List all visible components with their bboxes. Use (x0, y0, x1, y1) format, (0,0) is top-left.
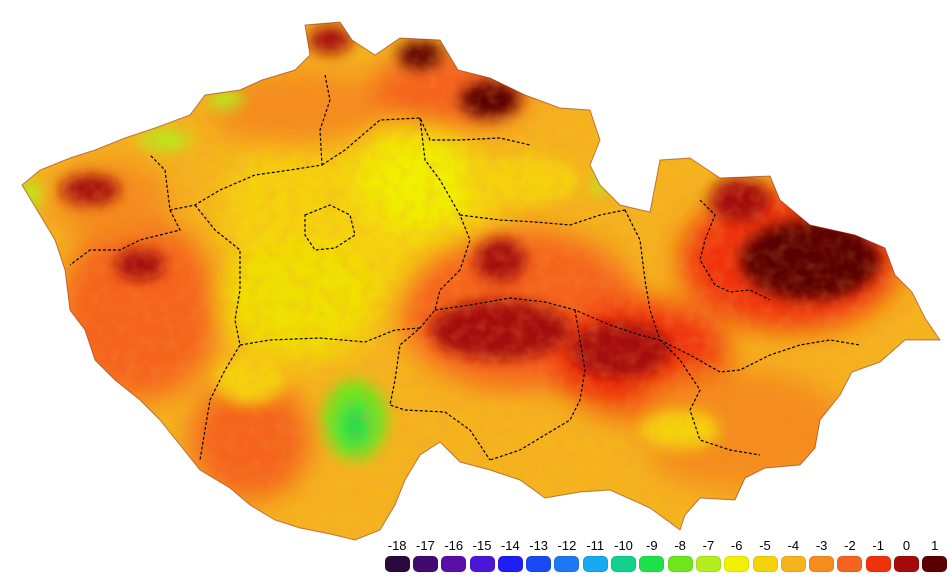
legend-item: -2 (836, 538, 864, 572)
boundary-line (194, 204, 421, 346)
boundary-line (321, 117, 531, 166)
legend-label: -12 (557, 538, 577, 553)
legend-item: -8 (666, 538, 694, 572)
legend-item: -5 (751, 538, 779, 572)
legend-item: -17 (411, 538, 439, 572)
legend-item: -11 (581, 538, 609, 572)
legend-swatch (441, 556, 467, 572)
legend-swatch (667, 556, 693, 572)
boundary-line (389, 269, 461, 413)
legend-swatch (412, 556, 438, 572)
legend-swatch (752, 556, 778, 572)
legend-item: -9 (638, 538, 666, 572)
boundary-line (699, 199, 771, 301)
legend-swatch (893, 556, 919, 572)
legend-swatch (639, 556, 665, 572)
legend-label: -13 (529, 538, 549, 553)
boundary-line (434, 297, 661, 341)
legend-swatch (922, 556, 948, 572)
legend-label: -3 (815, 538, 828, 553)
legend-label: -4 (787, 538, 800, 553)
legend-swatch (384, 556, 410, 572)
color-legend: -18 -17 -16 -15 -14 -13 -12 -11 -10 -9 -8 -7 -6 -5 -4-… (383, 538, 949, 572)
boundary-line (149, 74, 331, 211)
legend-swatch (526, 556, 552, 572)
legend-swatch (865, 556, 891, 572)
boundary-line (419, 117, 471, 271)
legend-label: -14 (500, 538, 520, 553)
legend-swatch (780, 556, 806, 572)
legend-swatch (497, 556, 523, 572)
legend-item: -7 (694, 538, 722, 572)
legend-item: -6 (723, 538, 751, 572)
legend-swatch (554, 556, 580, 572)
legend-swatch (611, 556, 637, 572)
legend-item: -18 (383, 538, 411, 572)
legend-item: -10 (609, 538, 637, 572)
legend-item: -1 (864, 538, 892, 572)
boundary-line (304, 204, 356, 251)
legend-swatch (469, 556, 495, 572)
region-boundaries (69, 74, 861, 461)
legend-label: -15 (472, 538, 492, 553)
legend-label: -1 (872, 538, 884, 553)
legend-label: -11 (586, 538, 605, 553)
legend-label: -9 (646, 538, 658, 553)
legend-swatch (695, 556, 721, 572)
legend-item: -3 (807, 538, 835, 572)
legend-item: -13 (524, 538, 552, 572)
legend-swatch (837, 556, 863, 572)
legend-swatch (724, 556, 750, 572)
legend-label: -2 (844, 538, 856, 553)
legend-label: -18 (387, 538, 407, 553)
legend-swatch (582, 556, 608, 572)
legend-item: -15 (468, 538, 496, 572)
legend-item: -4 (779, 538, 807, 572)
legend-label: -7 (702, 538, 715, 553)
boundary-line (624, 209, 761, 456)
legend-swatch (809, 556, 835, 572)
boundary-line (199, 344, 241, 461)
legend-item: 1 (921, 538, 949, 572)
legend-label: -6 (730, 538, 743, 553)
legend-label: -10 (614, 538, 633, 553)
legend-label: 1 (931, 538, 939, 553)
legend-label: -16 (444, 538, 464, 553)
legend-label: 0 (902, 538, 911, 553)
boundary-line (444, 411, 491, 461)
legend-label: -8 (674, 538, 686, 553)
legend-label: -5 (759, 538, 771, 553)
legend-item: -12 (553, 538, 581, 572)
boundary-line (489, 309, 586, 461)
legend-item: -14 (496, 538, 524, 572)
legend-label: -17 (416, 538, 435, 553)
legend-item: -16 (440, 538, 468, 572)
boundary-line (69, 209, 181, 266)
legend-item: 0 (892, 538, 920, 572)
boundary-line (459, 209, 626, 226)
